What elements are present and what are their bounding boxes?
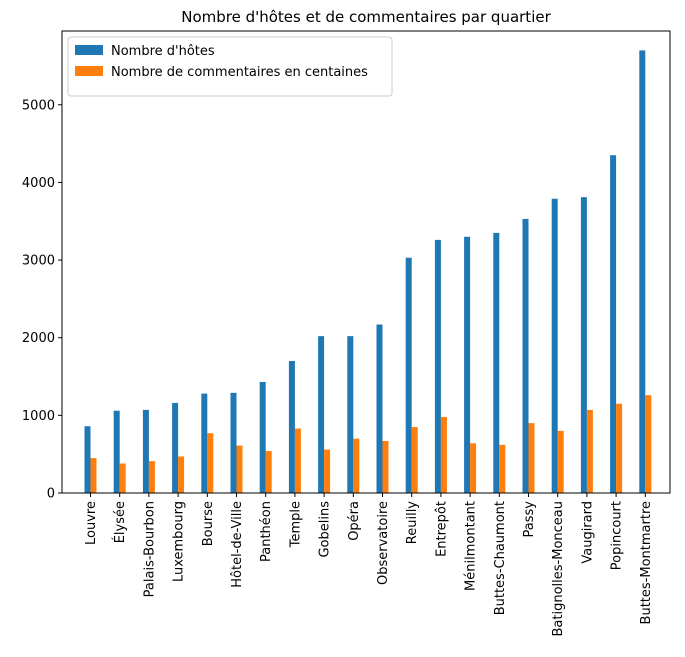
- bar-hotes-19: [639, 50, 646, 493]
- bar-commentaires-15: [528, 423, 535, 493]
- chart-title: Nombre d'hôtes et de commentaires par qu…: [181, 8, 551, 26]
- bar-commentaires-11: [411, 427, 418, 493]
- bar-commentaires-16: [557, 430, 564, 493]
- bar-hotes-2: [142, 409, 149, 493]
- plot-frame: [61, 30, 671, 494]
- x-tick-label-17: Vaugirard: [580, 501, 595, 564]
- bar-hotes-14: [493, 232, 500, 493]
- legend-frame: [67, 36, 393, 97]
- bar-hotes-0: [84, 426, 91, 493]
- y-axis: 0 1000 2000 3000 4000 5000: [22, 98, 62, 502]
- bar-hotes-13: [464, 236, 471, 493]
- x-tick-label-13: Ménilmontant: [464, 501, 479, 591]
- x-tick-label-3: Luxembourg: [172, 501, 187, 582]
- legend-label-0: Nombre d'hôtes: [111, 44, 215, 59]
- bar-hotes-16: [551, 198, 558, 493]
- x-tick-label-8: Gobelins: [318, 501, 333, 558]
- x-tick-label-7: Temple: [288, 501, 303, 548]
- bars: [84, 50, 652, 493]
- legend-swatch-0: [75, 45, 103, 55]
- x-tick-label-4: Bourse: [201, 501, 216, 546]
- bar-hotes-12: [434, 239, 441, 493]
- bar-commentaires-0: [90, 458, 97, 493]
- bar-commentaires-19: [645, 395, 652, 493]
- x-tick-label-10: Observatoire: [376, 501, 391, 585]
- bar-commentaires-7: [294, 428, 301, 493]
- bar-hotes-4: [201, 393, 208, 493]
- x-tick-label-9: Opéra: [347, 501, 362, 541]
- x-tick-label-11: Reuilly: [405, 501, 420, 545]
- bar-commentaires-6: [265, 451, 272, 493]
- x-tick-label-0: Louvre: [84, 501, 99, 545]
- y-tick-label-2: 2000: [22, 331, 55, 346]
- bar-hotes-5: [230, 392, 237, 493]
- x-tick-label-1: Élysée: [112, 501, 128, 543]
- x-tick-label-19: Buttes-Montmartre: [639, 501, 654, 624]
- bar-hotes-7: [288, 361, 295, 493]
- bar-commentaires-3: [178, 456, 185, 493]
- bar-commentaires-14: [499, 444, 506, 493]
- bar-commentaires-10: [382, 440, 389, 493]
- y-tick-label-4: 4000: [22, 176, 55, 191]
- x-tick-label-18: Popincourt: [610, 501, 625, 570]
- x-tick-label-6: Panthéon: [259, 501, 274, 562]
- bar-hotes-11: [405, 257, 412, 493]
- bar-commentaires-13: [470, 443, 477, 493]
- bar-commentaires-1: [119, 463, 126, 493]
- bar-commentaires-4: [207, 433, 214, 493]
- bar-commentaires-5: [236, 445, 243, 493]
- y-tick-label-0: 0: [47, 487, 55, 502]
- y-tick-label-1: 1000: [22, 409, 55, 424]
- bar-commentaires-9: [353, 438, 360, 493]
- x-tick-label-14: Buttes-Chaumont: [493, 501, 508, 615]
- bar-hotes-3: [172, 402, 179, 493]
- y-tick-label-3: 3000: [22, 254, 55, 269]
- bar-hotes-6: [259, 381, 266, 493]
- bar-commentaires-8: [324, 449, 331, 493]
- bar-hotes-15: [522, 218, 529, 493]
- x-tick-label-15: Passy: [522, 501, 537, 538]
- bar-hotes-8: [318, 336, 325, 493]
- bar-hotes-1: [113, 410, 120, 493]
- legend-label-1: Nombre de commentaires en centaines: [111, 65, 368, 80]
- x-tick-label-12: Entrepôt: [434, 501, 449, 557]
- bar-hotes-17: [580, 197, 587, 493]
- x-tick-label-2: Palais-Bourbon: [142, 501, 157, 597]
- legend-swatch-1: [75, 66, 103, 76]
- x-axis: Louvre Élysée Palais-Bourbon Luxembourg Bour…: [84, 493, 654, 636]
- bar-commentaires-12: [440, 416, 447, 493]
- y-tick-label-5: 5000: [22, 98, 55, 113]
- bar-commentaires-18: [616, 403, 623, 493]
- bar-hotes-18: [610, 155, 617, 493]
- bar-commentaires-17: [586, 409, 593, 493]
- bar-hotes-10: [376, 324, 383, 493]
- bar-hotes-9: [347, 336, 354, 493]
- x-tick-label-5: Hôtel-de-Ville: [230, 501, 245, 588]
- bar-commentaires-2: [148, 461, 155, 493]
- legend: Nombre d'hôtes Nombre de commentaires en …: [67, 36, 393, 97]
- x-tick-label-16: Batignolles-Monceau: [551, 501, 566, 636]
